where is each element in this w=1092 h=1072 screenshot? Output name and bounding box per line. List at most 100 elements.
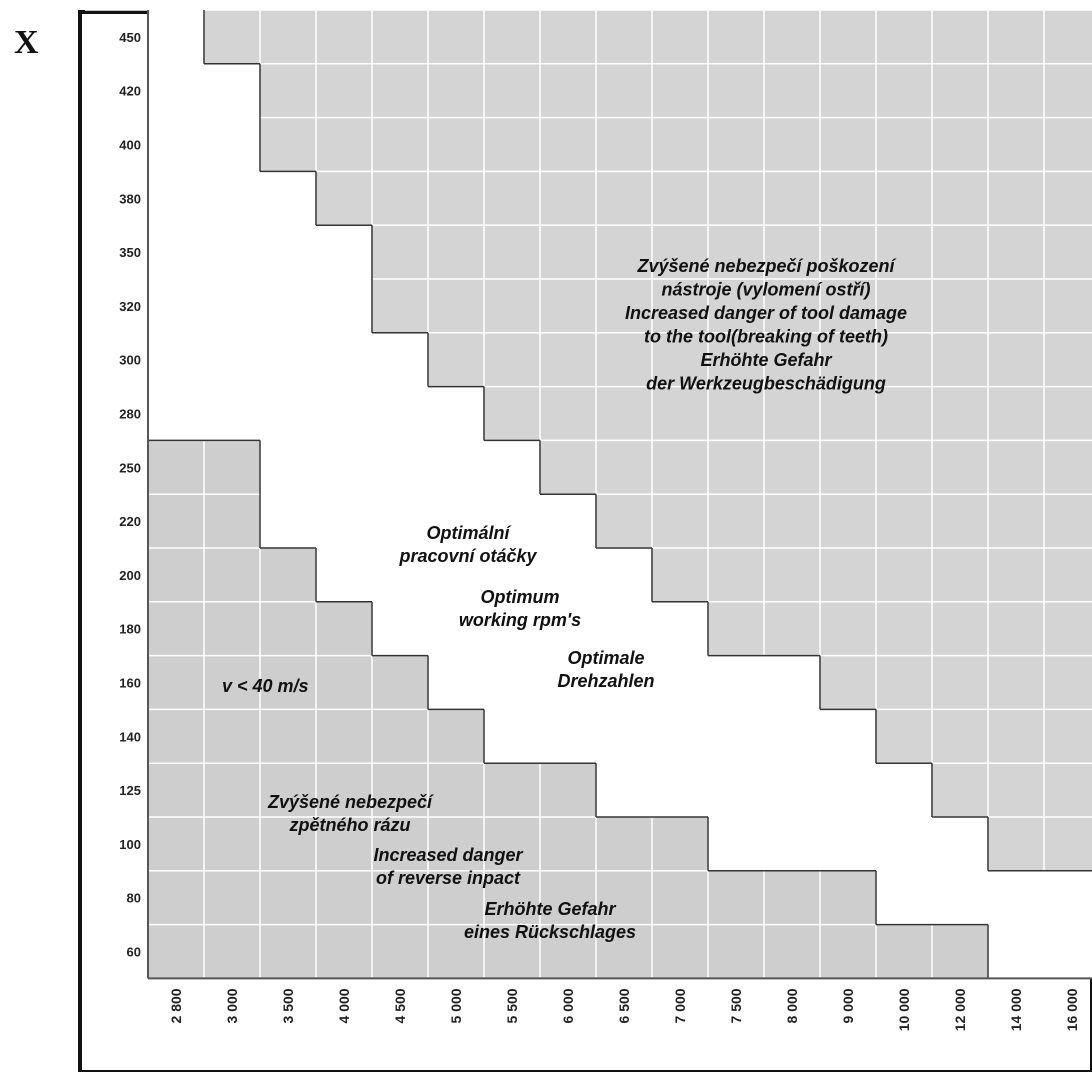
cell-high [540,225,596,279]
cell-low [204,870,260,925]
cell-high [428,10,484,64]
cell-high [820,279,876,333]
y-tick-label: 80 [127,891,141,906]
cell-high [988,548,1044,602]
cell-high [988,225,1044,279]
cell-low [148,870,204,925]
cell-high [596,279,652,333]
cell-high [988,332,1044,387]
cell-high [540,440,596,495]
cell-high [372,279,428,333]
cell-optimal [148,279,204,333]
cell-high [652,225,708,279]
cell-high [372,171,428,226]
cell-optimal [876,870,932,925]
cell-high [876,601,932,656]
cell-low [820,924,876,979]
cell-optimal [596,601,652,656]
cell-optimal [652,709,708,764]
x-tick-label: 5 500 [504,988,520,1023]
cell-high [1044,817,1092,871]
cell-low [372,763,428,817]
cell-optimal [988,924,1044,979]
cell-high [820,10,876,64]
cell-high [988,279,1044,333]
cell-high [1044,440,1092,495]
cell-high [932,763,988,817]
cell-optimal [260,440,316,495]
cell-low [652,924,708,979]
cell-low [316,870,372,925]
cell-high [428,63,484,118]
cell-low [596,817,652,871]
speed-limit-label: v < 40 m/s [222,676,309,696]
cell-high [1044,548,1092,602]
cell-high [876,655,932,710]
cell-optimal [484,655,540,710]
cell-low [204,709,260,764]
cell-high [372,117,428,172]
cell-low [260,709,316,764]
cell-high [932,655,988,710]
cell-low [204,655,260,710]
cell-high [932,279,988,333]
x-tick-label: 7 500 [728,988,744,1023]
cell-high [1044,117,1092,172]
cell-high [428,117,484,172]
cell-high [316,63,372,118]
cell-low [484,763,540,817]
high-zone-label: der Werkzeugbeschädigung [646,374,886,394]
cell-high [876,494,932,548]
cell-high [540,279,596,333]
cell-optimal [148,117,204,172]
cell-high [1044,709,1092,764]
cell-high [484,171,540,226]
cell-optimal [764,709,820,764]
low-zone-label: Increased danger [373,845,523,865]
cell-optimal [820,763,876,817]
cell-optimal [428,494,484,548]
cell-high [260,10,316,64]
cell-high [596,63,652,118]
low-zone-label: eines Rückschlages [464,922,636,942]
cell-high [932,117,988,172]
cell-low [260,601,316,656]
cell-low [484,817,540,871]
cell-optimal [372,601,428,656]
cell-low [652,870,708,925]
cell-low [260,817,316,871]
cell-low [708,924,764,979]
low-zone-label: zpětného rázu [288,815,410,835]
cell-optimal [652,601,708,656]
cell-low [708,870,764,925]
optimal-zone-label: Optimale [567,648,644,668]
x-tick-label: 3 500 [280,988,296,1023]
cell-optimal [484,494,540,548]
cell-low [428,870,484,925]
cell-low [148,763,204,817]
high-zone-label: Zvýšené nebezpečí poškození [636,256,896,276]
cell-high [876,279,932,333]
cell-low [540,817,596,871]
cell-high [764,117,820,172]
high-zone-label: Increased danger of tool damage [625,303,907,323]
y-tick-label: 280 [119,407,141,422]
x-tick-label: 3 000 [224,988,240,1023]
y-tick-label: 220 [119,514,141,529]
optimal-zone-label: Drehzahlen [557,671,654,691]
cell-optimal [148,171,204,226]
cell-optimal [204,332,260,387]
cell-high [596,332,652,387]
cell-high [428,171,484,226]
cell-high [540,171,596,226]
cell-optimal [708,817,764,871]
cell-low [204,924,260,979]
cell-low [204,763,260,817]
cell-high [932,548,988,602]
cell-high [932,494,988,548]
cell-high [708,225,764,279]
high-zone-label: nástroje (vylomení ostří) [661,280,870,300]
y-tick-label: 350 [119,245,141,260]
low-zone-label: Erhöhte Gefahr [484,899,616,919]
cell-low [372,870,428,925]
